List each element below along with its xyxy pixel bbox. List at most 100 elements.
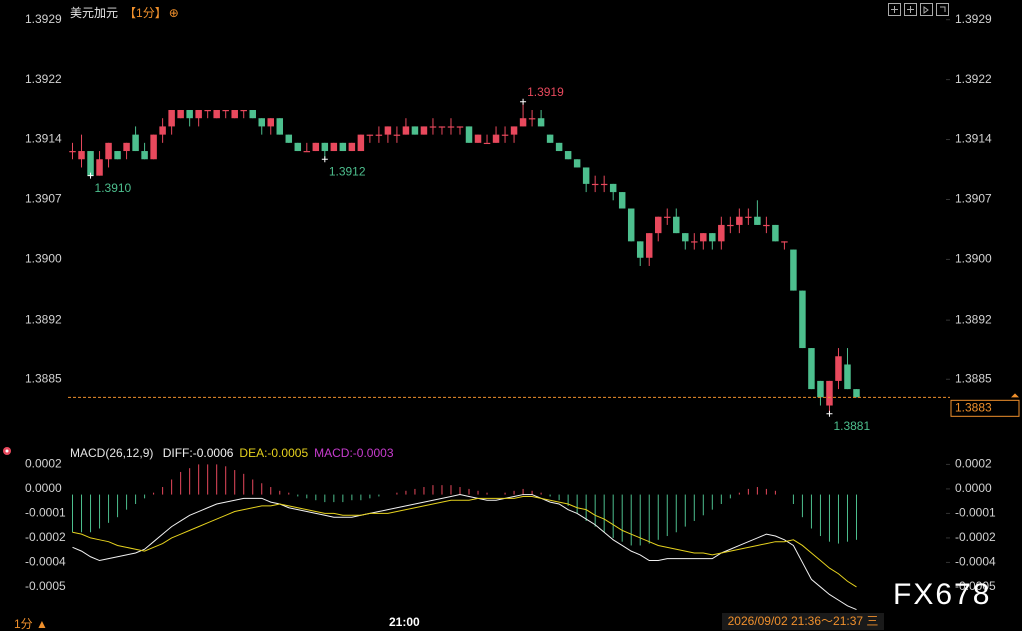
y-tick-label: 1.3914	[25, 132, 62, 146]
extreme-label: 1.3881	[833, 419, 870, 433]
candle-body	[700, 233, 707, 242]
last-price-box	[950, 399, 1020, 417]
macd-line	[72, 494, 857, 611]
candle-body	[465, 126, 473, 143]
toolbar-button[interactable]	[920, 3, 933, 16]
candle-body	[213, 110, 220, 119]
y-tick-label: 1.3885	[25, 371, 62, 385]
y-tick-label: 0.0002	[25, 457, 62, 471]
candle-body	[781, 241, 788, 243]
candle-body	[745, 216, 752, 218]
candle-body	[727, 224, 734, 227]
candle-body	[312, 142, 320, 152]
candle-body	[664, 216, 671, 218]
y-tick-label-right: 0.0000	[955, 481, 992, 495]
candle-body	[799, 290, 806, 349]
candle-body	[835, 356, 842, 381]
candle-body	[402, 126, 410, 135]
y-tick-label-right: 1.3929	[955, 12, 992, 26]
toolbar-icons	[888, 3, 949, 16]
candle-body	[231, 110, 238, 119]
candle-body	[817, 380, 824, 398]
candle-body	[78, 151, 85, 160]
add-icon[interactable]: ⊕	[168, 6, 179, 20]
candle-body	[691, 241, 698, 243]
candle-body	[123, 142, 130, 152]
candle-body	[591, 183, 599, 186]
macd-legend: MACD(26,12,9) DIFF:-0.0006 DEA:-0.0005 MAC…	[70, 446, 400, 460]
candle-body	[186, 110, 193, 119]
last-price-arrow	[1011, 393, 1019, 398]
legend-entry: DIFF:-0.0006	[162, 446, 234, 460]
candle-body	[546, 134, 554, 143]
extreme-label: 1.3919	[527, 85, 564, 99]
candle-body	[853, 389, 860, 398]
candle-body	[600, 183, 608, 186]
candle-body	[276, 118, 284, 135]
candle-body	[87, 151, 94, 176]
toolbar-glyphs	[891, 6, 946, 14]
toolbar-button[interactable]	[936, 3, 949, 16]
candle-body	[456, 126, 464, 128]
macd-line	[72, 495, 857, 588]
candle-body	[483, 142, 491, 145]
candle-body	[267, 118, 274, 127]
candle-body	[294, 142, 302, 152]
candle-body	[682, 233, 689, 242]
y-tick-label-right: 1.3907	[955, 192, 992, 206]
candle-body	[357, 134, 365, 152]
toolbar-button[interactable]	[904, 3, 917, 16]
candle-body	[132, 134, 139, 152]
candle-body	[366, 134, 374, 136]
legend-entry: MACD:-0.0003	[314, 446, 394, 460]
candle-body	[763, 224, 770, 227]
candle-body	[736, 216, 743, 225]
candle-body	[177, 110, 184, 119]
candle-body	[510, 126, 518, 135]
candle-body	[618, 192, 626, 209]
candle-body	[564, 151, 572, 160]
extreme-label: 1.3912	[329, 164, 366, 178]
extreme-marker	[826, 410, 833, 417]
candle-body	[429, 126, 437, 128]
interval-selector[interactable]: 1分 ▲	[14, 617, 48, 631]
watermark: FX678	[893, 578, 992, 611]
y-tick-label: 1.3929	[25, 12, 62, 26]
candle-body	[474, 134, 482, 143]
y-tick-label: 1.3907	[25, 192, 62, 206]
candle-body	[772, 224, 779, 242]
candle-body	[285, 134, 293, 143]
y-tick-label: 1.3922	[25, 72, 62, 86]
candle-body	[609, 183, 617, 193]
candle-body	[718, 224, 725, 242]
candle-body	[249, 110, 256, 119]
y-tick-label: -0.0001	[25, 506, 66, 520]
candle-body	[204, 110, 211, 112]
candle-body	[96, 159, 103, 176]
candle-body	[384, 126, 392, 135]
candle-body	[258, 118, 265, 127]
legend-entry: DEA:-0.0005	[239, 446, 309, 460]
candle-body	[69, 151, 76, 153]
candle-body	[195, 110, 202, 119]
toolbar-button[interactable]	[888, 3, 901, 16]
candle-body	[240, 110, 247, 112]
y-tick-label: -0.0005	[25, 579, 66, 593]
candle-body	[150, 134, 157, 160]
indicator-icon-dot	[5, 449, 9, 453]
y-tick-label-right: 0.0002	[955, 457, 992, 471]
y-tick-label: 1.3900	[25, 252, 62, 266]
y-tick-label-right: 1.3885	[955, 371, 992, 385]
candle-body	[222, 110, 229, 112]
candle-body	[393, 134, 401, 136]
candle-body	[159, 126, 166, 135]
candle-body	[754, 216, 761, 225]
candle-body	[321, 142, 329, 152]
candle-body	[375, 134, 383, 136]
extreme-label: 1.3910	[95, 181, 132, 195]
candle-body	[627, 208, 635, 242]
candle-body	[826, 380, 833, 406]
interval-subtitle: 【1分】	[124, 6, 167, 20]
